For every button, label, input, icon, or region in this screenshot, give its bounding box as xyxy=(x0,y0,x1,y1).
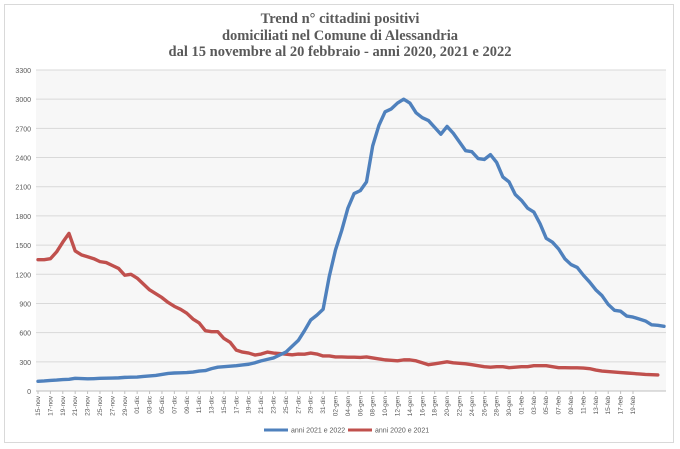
legend-label: anni 2021 e 2022 xyxy=(291,428,345,435)
x-tick-label: 18-gen xyxy=(432,396,439,417)
chart-title-line-2: domiciliati nel Comune di Alessandria xyxy=(221,28,459,44)
x-tick-label: 23-nov xyxy=(85,395,92,416)
x-tick-label: 26-gen xyxy=(481,396,488,417)
x-tick-label: 08-gen xyxy=(370,396,377,417)
x-tick-label: 24-gen xyxy=(469,396,476,417)
x-tick-label: 12-gen xyxy=(394,396,401,417)
x-tick-label: 15-feb xyxy=(605,396,612,415)
legend-label: anni 2020 e 2021 xyxy=(375,428,429,435)
y-tick-label: 600 xyxy=(19,331,31,338)
y-tick-label: 2100 xyxy=(15,185,31,192)
x-tick-label: 21-dic xyxy=(258,395,265,413)
y-tick-label: 300 xyxy=(19,360,31,367)
x-tick-label: 27-nov xyxy=(109,395,116,416)
chart-title-line-1: Trend n° cittadini positivi xyxy=(260,11,420,27)
y-tick-label: 1200 xyxy=(15,272,31,279)
y-tick-label: 900 xyxy=(19,301,31,308)
x-tick-label: 05-dic xyxy=(159,395,166,413)
x-tick-label: 19-feb xyxy=(630,396,637,415)
x-axis: 15-nov 17-nov 19-nov 21-nov 23-nov 25-nov 27-n… xyxy=(35,390,666,417)
x-tick-label: 10-gen xyxy=(382,396,389,417)
x-tick-label: 17-nov xyxy=(47,395,54,416)
y-tick-label: 1800 xyxy=(15,214,31,221)
y-tick-label: 1500 xyxy=(15,243,31,250)
x-tick-label: 19-dic xyxy=(246,395,253,413)
y-tick-label: 3000 xyxy=(15,97,31,104)
x-tick-label: 06-gen xyxy=(357,396,364,417)
y-tick-label: 2400 xyxy=(15,156,31,163)
x-tick-label: 22-gen xyxy=(456,396,463,417)
plot-area xyxy=(36,70,666,391)
x-tick-label: 20-gen xyxy=(444,396,451,417)
x-tick-label: 28-gen xyxy=(494,396,501,417)
x-tick-label: 11-feb xyxy=(580,396,587,414)
x-tick-label: 07-feb xyxy=(556,396,563,415)
y-tick-label: 0 xyxy=(27,389,31,396)
x-tick-label: 21-nov xyxy=(72,395,79,416)
x-tick-label: 25-nov xyxy=(97,395,104,416)
x-tick-label: 29-dic xyxy=(308,395,315,413)
x-tick-label: 07-dic xyxy=(171,395,178,413)
chart-title-line-3: dal 15 novembre al 20 febbraio - anni 20… xyxy=(168,44,512,60)
x-tick-label: 17-feb xyxy=(618,396,625,415)
x-tick-label: 13-feb xyxy=(593,396,600,415)
series-line-anni-2020-2021 xyxy=(36,231,660,377)
x-tick-label: 16-gen xyxy=(419,396,426,417)
x-tick-label: 27-dic xyxy=(295,395,302,413)
x-tick-label: 19-nov xyxy=(60,395,67,416)
y-tick-label: 2700 xyxy=(15,126,31,133)
x-tick-label: 25-dic xyxy=(283,395,290,413)
x-tick-label: 02-gen xyxy=(333,396,340,417)
x-tick-label: 05-feb xyxy=(543,396,550,415)
x-tick-label: 14-gen xyxy=(407,396,414,417)
y-tick-label: 3300 xyxy=(15,68,31,75)
series-lines xyxy=(36,97,666,383)
x-tick-label: 13-dic xyxy=(209,395,216,413)
x-tick-label: 15-nov xyxy=(35,395,42,416)
x-tick-label: 04-gen xyxy=(345,396,352,417)
x-tick-label: 29-nov xyxy=(122,395,129,416)
x-tick-label: 01-feb xyxy=(518,396,525,415)
x-tick-label: 15-dic xyxy=(221,395,228,413)
gridlines xyxy=(36,69,666,392)
x-tick-label: 01-dic xyxy=(134,395,141,413)
x-tick-label: 17-dic xyxy=(233,395,240,413)
legend: anni 2021 e 2022 anni 2020 e 2021 xyxy=(264,428,429,435)
y-axis: 0 300 600 900 1200 1500 1800 2100 2400 2700 3000 33… xyxy=(15,68,31,396)
x-tick-label: 11-dic xyxy=(196,395,203,413)
x-tick-label: 03-dic xyxy=(147,395,154,413)
x-tick-label: 09-feb xyxy=(568,396,575,415)
x-tick-label: 30-gen xyxy=(506,396,513,417)
x-tick-label: 09-dic xyxy=(184,395,191,413)
x-tick-label: 23-dic xyxy=(271,395,278,413)
x-tick-label: 03-feb xyxy=(531,396,538,415)
series-line-anni-2021-2022 xyxy=(36,97,666,383)
x-tick-label: 31-dic xyxy=(320,395,327,413)
